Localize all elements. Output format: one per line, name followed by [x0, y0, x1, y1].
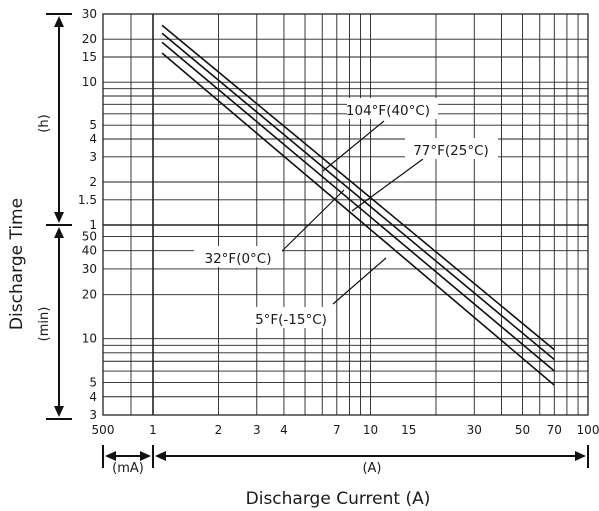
y-unit-minutes-label: (min) — [37, 307, 52, 342]
y-tick-label: 10 — [82, 75, 97, 89]
annotation-leader-line — [351, 158, 424, 212]
x-tick-label: 3 — [253, 423, 261, 437]
y-tick-label: 1 — [89, 218, 97, 232]
annotation-label: 5°F(-15°C) — [255, 312, 327, 328]
x-tick-label: 7 — [333, 423, 341, 437]
x-arrowhead — [140, 451, 151, 461]
y-tick-label: 4 — [89, 132, 97, 146]
x-unit-ma-label: (mA) — [112, 461, 144, 476]
y-arrowhead — [54, 16, 64, 27]
series-line — [161, 24, 555, 351]
y-tick-label: 4 — [89, 390, 97, 404]
x-tick-label: 2 — [215, 423, 223, 437]
plot-frame — [102, 13, 589, 416]
tick-labels: 500 1 2 3 4 7 10 15 30 50 70 1003020151054321.51504… — [78, 7, 599, 437]
annotation-label: 104°F(40°C) — [346, 103, 430, 119]
series-line — [161, 52, 555, 386]
annotation-label: 77°F(25°C) — [413, 143, 489, 159]
x-tick-label: 1 — [149, 423, 157, 437]
annotations: 104°F(40°C) 77°F(25°C) 32°F(0°C) 5°F(-15°C) — [194, 98, 498, 328]
x-tick-label: 100 — [577, 423, 599, 437]
annotation-leader-line — [322, 120, 385, 172]
y-tick-label: 10 — [82, 332, 97, 346]
x-unit-a-label: (A) — [362, 461, 381, 476]
y-tick-label: 40 — [82, 244, 97, 258]
y-tick-label: 3 — [89, 150, 97, 164]
y-tick-label: 2 — [89, 175, 97, 189]
x-tick-label: 4 — [280, 423, 288, 437]
x-arrowhead — [155, 451, 166, 461]
x-tick-label: 70 — [547, 423, 562, 437]
y-tick-label: 15 — [82, 50, 97, 64]
y-axis-label: Discharge Time — [7, 198, 27, 330]
x-arrowhead — [575, 451, 586, 461]
series-lines — [161, 24, 555, 386]
x-tick-label: 15 — [401, 423, 416, 437]
y-arrowhead — [54, 406, 64, 417]
x-tick-label: 30 — [467, 423, 482, 437]
y-arrowhead — [54, 212, 64, 223]
x-arrowhead — [105, 451, 116, 461]
y-arrowhead — [54, 227, 64, 238]
axis-decorations: (h) (min) (mA) (A) — [37, 13, 589, 476]
annotation-label-background — [194, 246, 282, 267]
y-tick-label: 30 — [82, 7, 97, 21]
y-tick-label: 1.5 — [78, 193, 97, 207]
annotation-label-background — [347, 98, 438, 119]
y-tick-label: 3 — [89, 408, 97, 422]
y-tick-label: 20 — [82, 288, 97, 302]
annotation-leader-line — [278, 189, 345, 255]
annotation-label-background — [245, 307, 334, 328]
annotation-label: 32°F(0°C) — [205, 251, 272, 267]
y-tick-label: 50 — [82, 230, 97, 244]
y-tick-label: 30 — [82, 262, 97, 276]
annotation-leader-line — [332, 257, 387, 305]
x-tick-label: 50 — [515, 423, 530, 437]
x-tick-label: 10 — [363, 423, 378, 437]
series-line — [161, 32, 555, 361]
x-axis-label: Discharge Current (A) — [246, 489, 431, 509]
y-tick-label: 5 — [89, 118, 97, 132]
y-tick-label: 20 — [82, 32, 97, 46]
y-tick-label: 5 — [89, 376, 97, 390]
annotation-label-background — [405, 138, 498, 159]
y-unit-hours-label: (h) — [37, 114, 52, 132]
grid — [102, 13, 589, 416]
x-tick-label: 500 — [92, 423, 115, 437]
